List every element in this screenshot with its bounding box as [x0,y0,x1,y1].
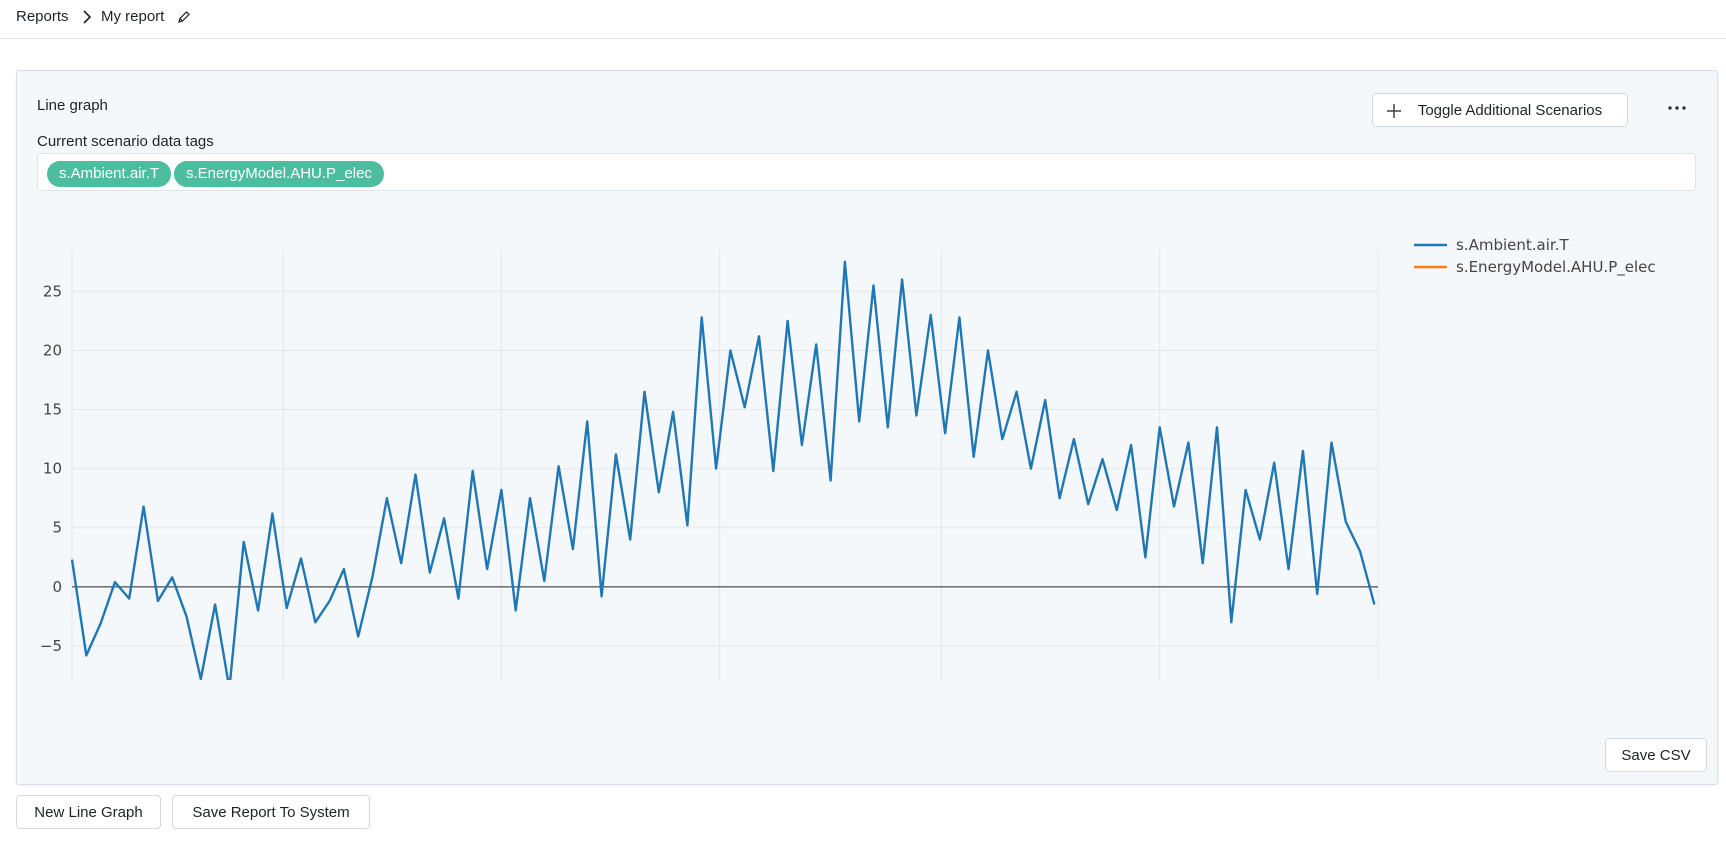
y-tick-label: 25 [43,282,62,300]
y-tick-label: 5 [52,519,62,537]
legend-item-label[interactable]: s.Ambient.air.T [1456,236,1569,254]
line-chart: 1. Jan 221. Mar 221. May 221. Jul 221. S… [40,236,1656,680]
y-tick-label: 15 [43,401,62,419]
tag-chip[interactable]: s.EnergyModel.AHU.P_elec [174,161,384,187]
toggle-scenarios-label: Toggle Additional Scenarios [1417,102,1603,119]
tag-input[interactable]: s.Ambient.air.T s.EnergyModel.AHU.P_elec [37,153,1696,191]
breadcrumb-current-report: My report [101,8,165,25]
tags-label: Current scenario data tags [37,133,214,150]
chart-ticks: 1. Jan 221. Mar 221. May 221. Jul 221. S… [40,282,62,655]
y-tick-label: 20 [43,341,62,359]
top-bar: Reports My report [0,0,1726,39]
legend-item-label[interactable]: s.EnergyModel.AHU.P_elec [1456,258,1656,277]
chart-lines [70,260,1376,680]
chart-legend: s.Ambient.air.T s.EnergyModel.AHU.P_elec [1414,236,1656,277]
save-report-button[interactable]: Save Report To System [172,795,370,829]
more-horizontal-icon[interactable] [1665,101,1689,115]
y-tick-label: 0 [52,578,62,596]
card-title: Line graph [37,97,108,114]
tag-chip[interactable]: s.Ambient.air.T [47,161,172,187]
chart-grid [71,250,1379,680]
pencil-icon[interactable] [177,10,191,24]
new-line-graph-button[interactable]: New Line Graph [16,795,161,829]
breadcrumb-reports-link[interactable]: Reports [16,8,69,25]
plus-icon [1387,104,1401,118]
save-csv-button[interactable]: Save CSV [1605,738,1707,772]
toggle-scenarios-button[interactable]: Toggle Additional Scenarios [1372,93,1628,127]
y-tick-label: 10 [43,460,62,478]
line-graph-card: Line graph Current scenario data tags s.… [16,70,1718,785]
chevron-right-icon [83,10,92,24]
series-line-0 [70,260,1376,680]
y-tick-label: −5 [40,637,62,655]
